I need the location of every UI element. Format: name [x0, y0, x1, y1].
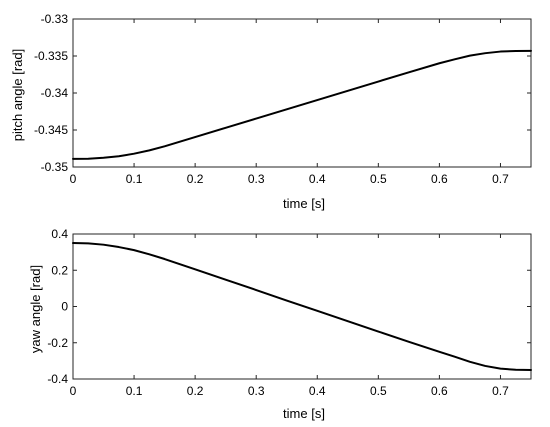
pitch-x-tick-label: 0.2 [187, 172, 204, 186]
yaw-y-tick-label: 0 [61, 300, 68, 314]
pitch-x-tick-label: 0.6 [431, 172, 448, 186]
yaw-plot-area: 0 0.1 0.2 0.3 0.4 0.5 0.6 0.7 -0.4 -0.2 0 0.2 0.4 [47, 227, 532, 398]
pitch-x-tick-label: 0.7 [492, 172, 509, 186]
pitch-x-tick-label: 0 [70, 172, 77, 186]
pitch-y-tick-label: -0.345 [34, 123, 68, 137]
yaw-x-tick-label: 0.7 [492, 384, 509, 398]
yaw-x-axis-label: time [s] [283, 406, 325, 421]
yaw-y-tick-label: -0.4 [47, 372, 68, 386]
pitch-axes-box [72, 18, 532, 168]
pitch-x-axis-label: time [s] [283, 196, 325, 211]
pitch-x-tick-label: 0.3 [248, 172, 265, 186]
pitch-series-line [72, 49, 532, 160]
yaw-x-tick-label: 0 [70, 384, 77, 398]
pitch-y-tick-label: -0.34 [41, 86, 69, 100]
yaw-x-tick-label: 0.2 [187, 384, 204, 398]
yaw-y-tick-label: -0.2 [47, 336, 68, 350]
pitch-y-tick-label: -0.35 [41, 160, 69, 174]
pitch-plot-area: 0 0.1 0.2 0.3 0.4 0.5 0.6 0.7 -0.35 -0.345 -0.34 -0… [34, 12, 532, 186]
yaw-x-tick-label: 0.1 [126, 384, 143, 398]
yaw-x-tick-label: 0.6 [431, 384, 448, 398]
yaw-series-line [72, 242, 532, 371]
pitch-y-tick-label: -0.33 [41, 12, 69, 26]
pitch-y-axis-label: pitch angle [rad] [10, 49, 25, 142]
yaw-x-tick-label: 0.4 [309, 384, 326, 398]
pitch-y-tick-label: -0.335 [34, 49, 68, 63]
plot-pitch-angle: 0 0.1 0.2 0.3 0.4 0.5 0.6 0.7 -0.35 -0.345 -0.34 -0… [10, 12, 532, 211]
yaw-y-axis-label: yaw angle [rad] [28, 265, 43, 353]
yaw-y-tick-label: 0.4 [51, 227, 68, 241]
pitch-x-tick-label: 0.5 [370, 172, 387, 186]
plot-yaw-angle: 0 0.1 0.2 0.3 0.4 0.5 0.6 0.7 -0.4 -0.2 0 0.2 0.4 ti… [28, 227, 532, 421]
pitch-x-tick-label: 0.1 [126, 172, 143, 186]
yaw-y-tick-label: 0.2 [51, 263, 68, 277]
pitch-x-tick-label: 0.4 [309, 172, 326, 186]
yaw-x-tick-label: 0.3 [248, 384, 265, 398]
yaw-x-tick-label: 0.5 [370, 384, 387, 398]
